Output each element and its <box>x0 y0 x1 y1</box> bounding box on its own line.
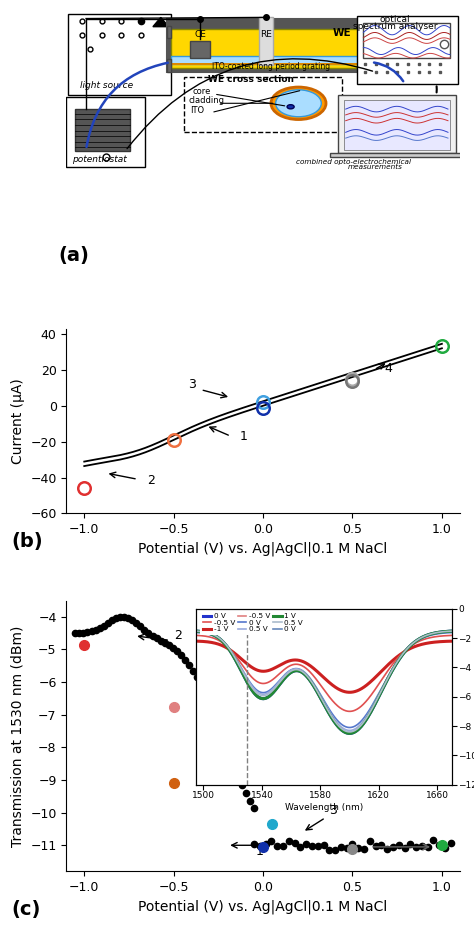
Bar <box>190 41 210 58</box>
Bar <box>171 63 371 65</box>
Bar <box>171 29 371 69</box>
Text: 1: 1 <box>240 430 248 443</box>
X-axis label: Potential (V) vs. Ag|AgCl|0.1 M NaCl: Potential (V) vs. Ag|AgCl|0.1 M NaCl <box>138 541 388 556</box>
Circle shape <box>276 90 321 117</box>
Y-axis label: Transmission at 1530 nm (dBm): Transmission at 1530 nm (dBm) <box>11 626 25 846</box>
Circle shape <box>271 87 326 120</box>
Bar <box>357 17 458 83</box>
Bar <box>371 26 375 38</box>
Text: WE: WE <box>332 28 351 38</box>
Polygon shape <box>153 18 169 27</box>
Bar <box>344 100 450 150</box>
Circle shape <box>287 105 294 108</box>
Text: 3: 3 <box>188 378 196 391</box>
Text: optical: optical <box>380 15 410 24</box>
Text: ITO: ITO <box>190 106 204 115</box>
Text: RE: RE <box>260 30 272 39</box>
Text: (a): (a) <box>58 246 90 265</box>
Text: (c): (c) <box>11 900 41 919</box>
Text: spectrum analyser: spectrum analyser <box>353 22 437 31</box>
Text: 2: 2 <box>173 629 182 642</box>
Y-axis label: Current (μA): Current (μA) <box>11 378 25 464</box>
Bar <box>167 26 172 38</box>
Text: (b): (b) <box>11 532 43 551</box>
Bar <box>75 109 130 151</box>
Bar <box>330 153 464 157</box>
Text: combined opto-electrochemical: combined opto-electrochemical <box>296 159 411 165</box>
Bar <box>68 14 171 95</box>
Text: ITO-coated long period grating: ITO-coated long period grating <box>212 62 330 71</box>
Text: potentiostat: potentiostat <box>72 156 127 164</box>
Bar <box>66 97 145 167</box>
Text: CE: CE <box>194 31 206 39</box>
Text: 1: 1 <box>255 845 264 858</box>
Bar <box>184 77 342 133</box>
Text: 2: 2 <box>147 474 155 487</box>
Bar <box>259 18 273 65</box>
Text: cladding: cladding <box>188 96 224 106</box>
Bar <box>171 56 371 64</box>
Bar <box>371 59 375 72</box>
Text: light source: light source <box>80 82 133 90</box>
Bar <box>338 95 456 153</box>
X-axis label: Potential (V) vs. Ag|AgCl|0.1 M NaCl: Potential (V) vs. Ag|AgCl|0.1 M NaCl <box>138 900 388 914</box>
Text: 4: 4 <box>385 362 392 375</box>
Text: core: core <box>192 87 210 96</box>
Bar <box>364 23 450 58</box>
Text: measurements: measurements <box>348 164 402 171</box>
Text: 4: 4 <box>438 842 446 855</box>
Bar <box>167 59 172 72</box>
Text: 3: 3 <box>329 805 337 818</box>
Text: WE cross section: WE cross section <box>208 75 294 84</box>
Bar <box>167 19 375 72</box>
